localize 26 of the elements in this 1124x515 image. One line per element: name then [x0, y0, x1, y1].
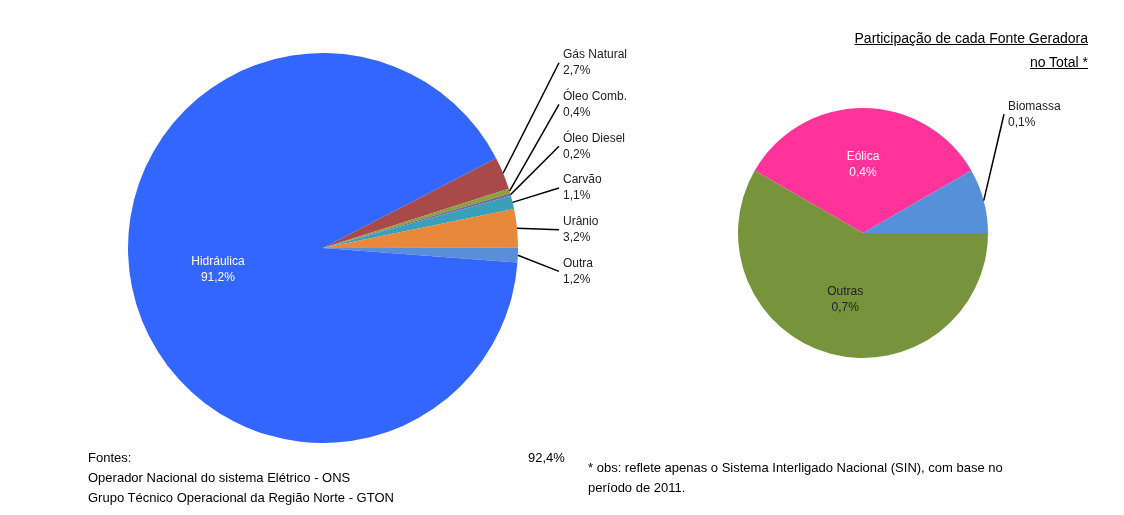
data-label: 0,4%	[563, 104, 591, 119]
data-label: 1,1%	[563, 188, 591, 203]
data-label: 2,7%	[563, 63, 591, 78]
data-label: 0,4%	[849, 164, 877, 179]
data-label: 0,2%	[563, 146, 591, 161]
text: Fontes:	[88, 449, 132, 467]
data-label: 0,7%	[831, 299, 860, 314]
slice-label: Gás Natural	[563, 47, 628, 62]
text: * obs: reflete apenas o Sistema Interligado Nacional (SIN), com base no período de 2011.	[588, 459, 1004, 497]
text: 92,4%	[528, 449, 565, 467]
data-label: 0,1%	[1008, 114, 1036, 129]
slice-label: Biomassa	[1008, 98, 1062, 113]
text: Grupo Técnico Operacional da Região Norte - GTON	[88, 489, 394, 507]
slice-label: Carvão	[563, 172, 603, 187]
slice-label: Urânio	[563, 213, 599, 228]
slice-label: Óleo Comb.	[563, 87, 628, 103]
data-label: 91,2%	[200, 269, 236, 284]
chart-title: Participação de cada Fonte Geradora no Total *	[853, 29, 1088, 72]
slice-label: Hidráulica	[191, 253, 245, 268]
data-label: 1,2%	[563, 271, 591, 286]
slice-label: Eólica	[846, 148, 880, 163]
data-label: 3,2%	[563, 229, 591, 244]
slice-label: Outras	[827, 283, 864, 298]
slice-label: Outra	[563, 255, 594, 270]
text: Operador Nacional do sistema Elétrico - ONS	[88, 469, 351, 487]
slice-label: Óleo Diesel	[563, 129, 626, 145]
